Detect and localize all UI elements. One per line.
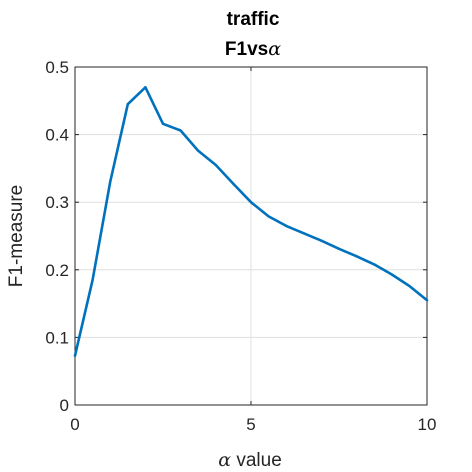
data-point xyxy=(179,129,181,131)
data-point xyxy=(250,201,252,203)
data-point xyxy=(91,279,93,281)
data-point xyxy=(426,299,428,301)
chart-subtitle: F1vsα xyxy=(225,38,281,60)
data-point xyxy=(303,232,305,234)
chart-title: traffic xyxy=(227,9,280,30)
y-tick-label: 0.4 xyxy=(45,126,69,145)
x-axis-label-symbol: α xyxy=(218,449,231,471)
x-axis-label: α value xyxy=(218,449,282,471)
data-point xyxy=(320,240,322,242)
y-tick-label: 0 xyxy=(60,396,69,415)
x-axis-ticks: 0 5 10 xyxy=(70,67,436,434)
data-point xyxy=(74,354,76,356)
data-point xyxy=(127,103,129,105)
x-tick-label: 10 xyxy=(418,415,437,434)
x-axis-label-text: value xyxy=(231,450,282,471)
chart-subtitle-symbol: α xyxy=(268,38,281,60)
grid-lines xyxy=(75,67,427,405)
data-point xyxy=(232,183,234,185)
data-point xyxy=(355,255,357,257)
y-tick-label: 0.2 xyxy=(45,261,69,280)
chart-subtitle-prefix: F1vs xyxy=(225,39,268,60)
data-point xyxy=(373,263,375,265)
data-point xyxy=(285,225,287,227)
data-point xyxy=(144,86,146,88)
data-point xyxy=(408,285,410,287)
y-axis-label: F1-measure xyxy=(6,185,27,287)
data-point xyxy=(215,164,217,166)
y-axis-ticks: 0 0.1 0.2 0.3 0.4 0.5 xyxy=(45,58,427,415)
data-point xyxy=(338,248,340,250)
y-tick-label: 0.3 xyxy=(45,193,69,212)
data-point xyxy=(197,150,199,152)
data-point xyxy=(109,181,111,183)
data-point xyxy=(162,123,164,125)
data-point xyxy=(267,215,269,217)
y-tick-label: 0.1 xyxy=(45,328,69,347)
y-tick-label: 0.5 xyxy=(45,58,69,77)
x-tick-label: 0 xyxy=(70,415,79,434)
data-point xyxy=(391,273,393,275)
x-tick-label: 5 xyxy=(246,415,255,434)
